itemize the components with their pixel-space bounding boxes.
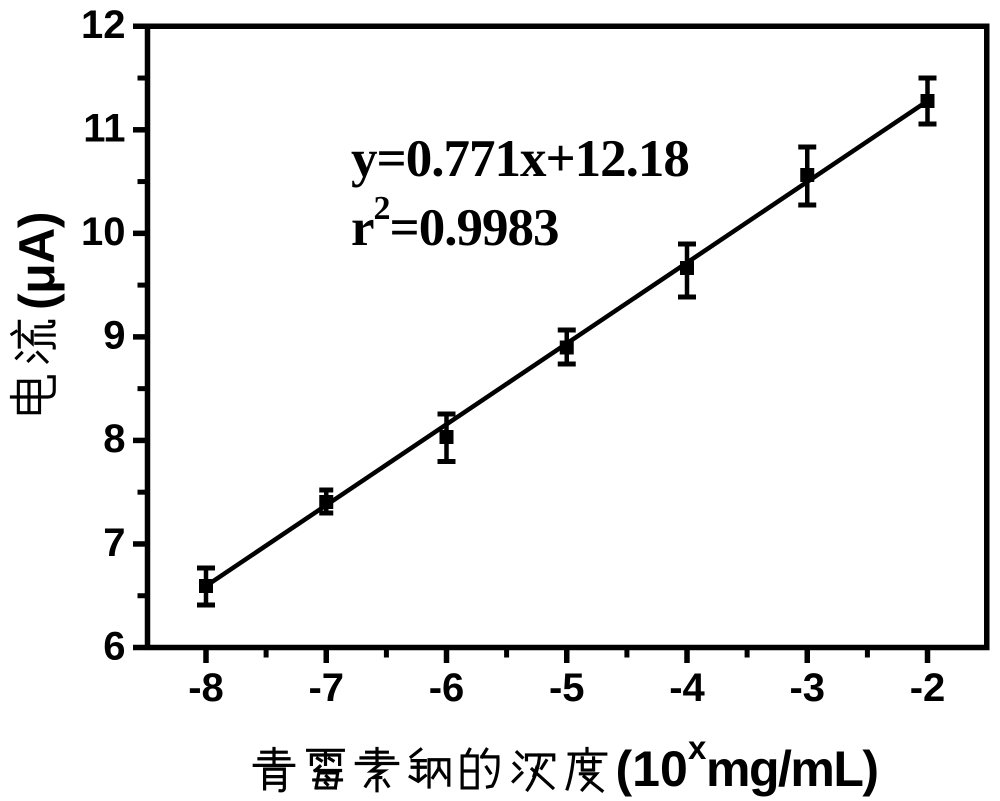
svg-text:-5: -5 — [549, 666, 585, 710]
svg-text:-3: -3 — [789, 666, 825, 710]
svg-text:11: 11 — [83, 107, 125, 151]
svg-text:-6: -6 — [429, 666, 465, 710]
svg-text:10: 10 — [81, 210, 126, 254]
svg-text:12: 12 — [81, 3, 126, 47]
svg-text:8: 8 — [103, 417, 125, 461]
svg-text:-4: -4 — [669, 666, 705, 710]
svg-text:y=0.771x+12.18: y=0.771x+12.18 — [351, 130, 689, 188]
svg-text:7: 7 — [103, 521, 125, 565]
svg-text:x: x — [688, 729, 707, 766]
svg-text:(μA): (μA) — [9, 212, 65, 310]
svg-text:-2: -2 — [910, 666, 946, 710]
svg-text:(10: (10 — [616, 741, 688, 797]
svg-text:9: 9 — [103, 314, 125, 358]
svg-text:6: 6 — [103, 624, 125, 668]
svg-text:-7: -7 — [308, 666, 344, 710]
svg-text:-8: -8 — [188, 666, 224, 710]
svg-text:mg/mL): mg/mL) — [706, 741, 878, 797]
svg-text:r2=0.9983: r2=0.9983 — [351, 190, 558, 257]
